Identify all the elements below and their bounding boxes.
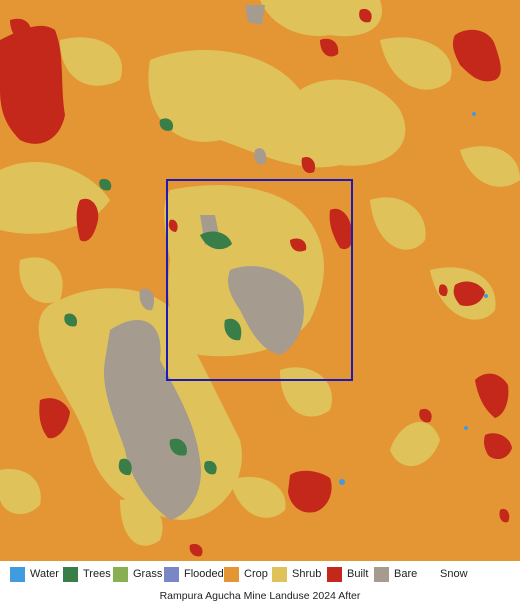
legend-swatch-grass: [113, 566, 128, 582]
legend-swatch-flooded: [164, 566, 179, 582]
legend-swatch-bare: [374, 566, 389, 582]
legend-label-water: Water: [30, 568, 59, 580]
legend-swatch-built: [327, 566, 342, 582]
legend-label-crop: Crop: [244, 568, 268, 580]
legend-item-snow: Snow: [420, 566, 468, 582]
legend-item-flooded: Flooded: [164, 566, 224, 582]
legend-label-flooded: Flooded: [184, 568, 224, 580]
legend-swatch-crop: [224, 566, 239, 582]
mine-highlight-box: [166, 179, 353, 381]
bare-areas: [104, 5, 304, 520]
legend-item-shrub: Shrub: [272, 566, 321, 582]
legend-swatch-snow: [420, 566, 435, 582]
legend-item-grass: Grass: [113, 566, 162, 582]
trees-areas: [64, 118, 242, 476]
legend-label-grass: Grass: [133, 568, 163, 580]
legend-item-built: Built: [327, 566, 368, 582]
legend-label-built: Built: [347, 568, 369, 580]
legend-label-snow: Snow: [440, 568, 468, 580]
legend-label-shrub: Shrub: [292, 568, 322, 580]
built-areas: [0, 8, 512, 557]
water-areas: [339, 112, 488, 485]
legend-item-trees: Trees: [63, 566, 111, 582]
legend-label-bare: Bare: [394, 568, 418, 580]
legend-item-crop: Crop: [224, 566, 268, 582]
legend-label-trees: Trees: [83, 568, 111, 580]
legend: Water Trees Grass Flooded Crop Shrub Bui…: [0, 561, 520, 585]
legend-item-water: Water: [10, 566, 59, 582]
legend-swatch-shrub: [272, 566, 287, 582]
legend-swatch-trees: [63, 566, 78, 582]
map-title: Rampura Agucha Mine Landuse 2024 After: [159, 590, 361, 602]
legend-item-bare: Bare: [374, 566, 417, 582]
legend-swatch-water: [10, 566, 25, 582]
landuse-map: [0, 0, 520, 561]
